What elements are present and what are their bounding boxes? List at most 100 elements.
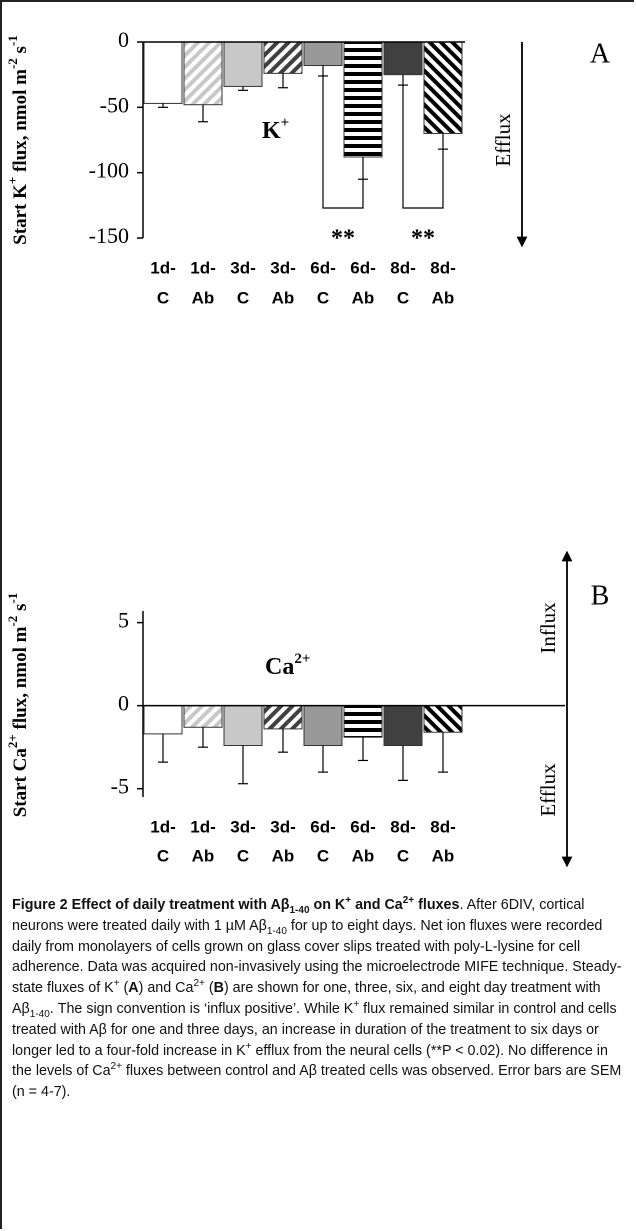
- caption-text: on K: [309, 897, 346, 913]
- caption-text: ) and Ca: [138, 980, 194, 997]
- x-tick-label: 6d-: [350, 258, 376, 277]
- caption-text: +: [353, 999, 360, 1011]
- caption-text: 2+: [402, 895, 415, 907]
- y-axis-label-part: 2+: [5, 734, 20, 748]
- bar: [423, 41, 463, 134]
- x-tick-label: C: [157, 288, 169, 307]
- y-axis-label-part: flux, nmol m: [10, 626, 31, 734]
- bar: [343, 705, 383, 738]
- caption-text: fluxes: [414, 897, 460, 913]
- caption-text: 1-40: [289, 904, 310, 916]
- ion-label-part: +: [281, 115, 290, 131]
- bar: [263, 41, 303, 74]
- caption-text: . The sign convention is ‘influx positiv…: [49, 1000, 354, 1017]
- y-axis-label-part: -2: [5, 616, 20, 627]
- x-tick-label: 6d-: [310, 258, 336, 277]
- bar: [143, 705, 183, 735]
- bar: [183, 705, 223, 728]
- bar: [383, 41, 423, 76]
- x-tick-label: 6d-: [310, 817, 336, 836]
- caption-text: for up to eight days. Net ion fluxes wer…: [12, 917, 622, 997]
- ion-label-part: K: [262, 118, 281, 144]
- x-tick-label: C: [157, 846, 169, 865]
- x-tick-label: C: [237, 288, 249, 307]
- significance-bracket: [402, 85, 444, 209]
- y-axis-label-part: -1: [5, 593, 20, 604]
- y-axis-label-part: Start Ca: [10, 748, 31, 818]
- bar: [263, 705, 303, 730]
- y-tick-label: -50: [100, 92, 129, 117]
- caption-text: (: [204, 980, 214, 997]
- significance-label: **: [331, 226, 355, 252]
- bar: [143, 41, 183, 104]
- panel-label: B: [591, 580, 610, 611]
- bar: [223, 705, 263, 747]
- y-tick-label: -5: [111, 774, 129, 799]
- x-tick-label: 6d-: [350, 817, 376, 836]
- y-tick-label: 5: [118, 608, 129, 633]
- x-tick-label: 8d-: [430, 817, 456, 836]
- x-tick-label: 3d-: [230, 258, 256, 277]
- x-tick-label: Ab: [192, 288, 215, 307]
- y-axis-label: Start Ca2+ flux, nmol m-2 s-1: [5, 593, 31, 818]
- x-tick-label: 1d-: [150, 817, 176, 836]
- y-tick-label: 0: [118, 691, 129, 716]
- bar: [343, 41, 383, 158]
- caption-text: +: [345, 895, 352, 907]
- caption-text: 1-40: [266, 925, 287, 937]
- caption-text: B: [213, 980, 224, 997]
- x-tick-label: 8d-: [390, 817, 416, 836]
- x-tick-label: 3d-: [270, 258, 296, 277]
- x-tick-label: C: [397, 846, 409, 865]
- x-tick-label: C: [317, 288, 329, 307]
- x-tick-label: 1d-: [190, 258, 216, 277]
- bar: [423, 705, 463, 733]
- x-tick-label: C: [317, 846, 329, 865]
- x-tick-label: 8d-: [430, 258, 456, 277]
- direction-label: Efflux: [536, 763, 560, 817]
- caption-text: and Ca: [351, 897, 403, 913]
- caption-text: . After 6DIV, cortical neurons were trea…: [12, 897, 585, 934]
- panel-label: A: [590, 38, 611, 69]
- direction-label: Efflux: [491, 113, 515, 167]
- ion-label-part: Ca: [265, 654, 294, 680]
- y-axis-label-part: flux, nmol m: [10, 69, 31, 177]
- y-axis-label-part: s: [10, 604, 31, 616]
- x-tick-label: 8d-: [390, 258, 416, 277]
- caption-text: flux remained similar in control and cel…: [12, 1000, 617, 1059]
- bar: [303, 705, 343, 747]
- x-tick-label: C: [397, 288, 409, 307]
- x-tick-label: Ab: [352, 846, 375, 865]
- x-tick-label: Ab: [272, 846, 295, 865]
- y-tick-label: -100: [89, 158, 129, 183]
- x-tick-label: 1d-: [190, 817, 216, 836]
- x-tick-label: Ab: [432, 288, 455, 307]
- bar: [223, 41, 263, 87]
- y-axis-label-part: +: [5, 177, 20, 184]
- y-axis-label-part: -2: [5, 58, 20, 69]
- caption-text: 2+: [193, 978, 205, 990]
- x-tick-label: Ab: [272, 288, 295, 307]
- x-tick-label: 3d-: [270, 817, 296, 836]
- ion-label: Ca2+: [265, 651, 310, 679]
- y-axis-label-part: -1: [5, 35, 20, 46]
- bar: [303, 41, 343, 67]
- significance-label: **: [411, 226, 435, 252]
- figure-caption: Figure 2 Effect of daily treatment with …: [12, 895, 624, 1103]
- caption-text: (: [119, 980, 129, 997]
- charts: 0 -50 -100 -1 5 0 1d- C 1d- Ab 3d- C 3d- Ab 6d- C 6d- Ab 8…: [5, 27, 611, 868]
- caption-text: +: [113, 978, 120, 990]
- x-tick-label: C: [237, 846, 249, 865]
- significance-bracket: [322, 75, 364, 209]
- x-tick-label: 1d-: [150, 258, 176, 277]
- y-tick-label: 0: [118, 27, 129, 52]
- y-axis-label: Start K+ flux, nmol m-2 s-1: [5, 35, 31, 245]
- caption-text: efflux from the neural cells (**P < 0.02…: [12, 1042, 608, 1080]
- bar: [383, 705, 423, 747]
- caption-text: +: [245, 1040, 252, 1052]
- x-tick-label: Ab: [352, 288, 375, 307]
- ion-label: K+: [262, 115, 289, 143]
- x-tick-label: Ab: [432, 846, 455, 865]
